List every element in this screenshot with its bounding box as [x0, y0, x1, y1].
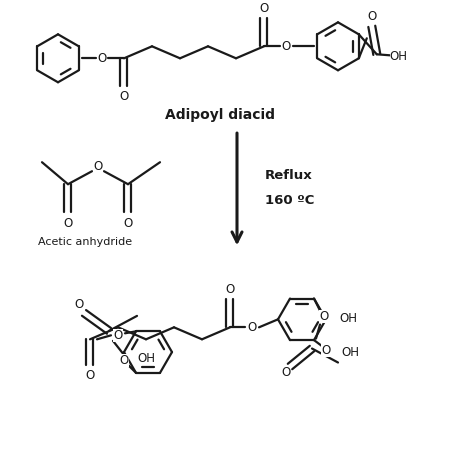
Text: O: O	[282, 40, 291, 53]
Text: OH: OH	[341, 346, 359, 359]
Text: O: O	[319, 310, 328, 323]
Text: O: O	[367, 10, 376, 23]
Text: O: O	[123, 217, 133, 230]
Text: O: O	[74, 299, 83, 311]
Text: OH: OH	[390, 50, 408, 63]
Text: OH: OH	[339, 312, 357, 325]
Text: OH: OH	[137, 352, 155, 365]
Text: Adipoyl diacid: Adipoyl diacid	[165, 108, 275, 122]
Text: O: O	[247, 321, 256, 334]
Text: O: O	[113, 329, 123, 342]
Text: Acetic anhydride: Acetic anhydride	[38, 237, 132, 247]
Text: Reflux: Reflux	[265, 169, 313, 182]
Text: 160 ºC: 160 ºC	[265, 194, 314, 207]
Text: O: O	[225, 283, 235, 296]
Text: O: O	[97, 52, 107, 65]
Text: O: O	[85, 369, 95, 382]
Text: O: O	[321, 344, 331, 356]
Text: O: O	[282, 366, 291, 379]
Text: O: O	[259, 2, 269, 15]
Text: O: O	[119, 355, 128, 367]
Text: O: O	[119, 90, 128, 103]
Text: O: O	[93, 160, 103, 173]
Text: O: O	[64, 217, 73, 230]
